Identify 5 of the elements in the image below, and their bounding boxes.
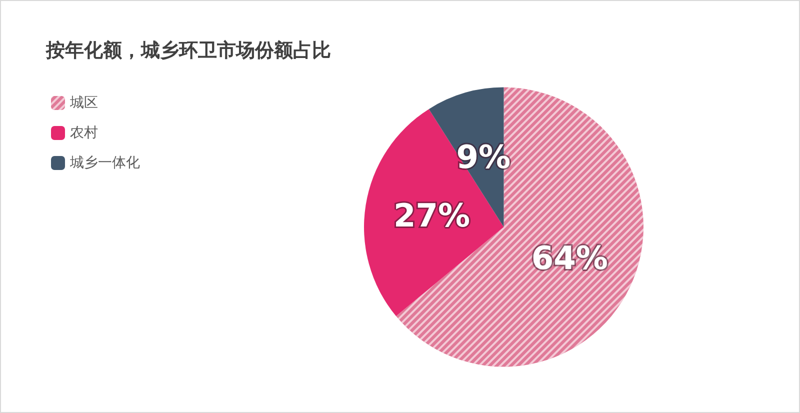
legend-label: 农村 xyxy=(70,125,98,141)
data-label: 27% xyxy=(393,196,470,235)
chart-title: 按年化额，城乡环卫市场份额占比 xyxy=(45,40,331,62)
legend-label: 城乡一体化 xyxy=(69,155,140,171)
legend-label: 城区 xyxy=(69,95,98,111)
